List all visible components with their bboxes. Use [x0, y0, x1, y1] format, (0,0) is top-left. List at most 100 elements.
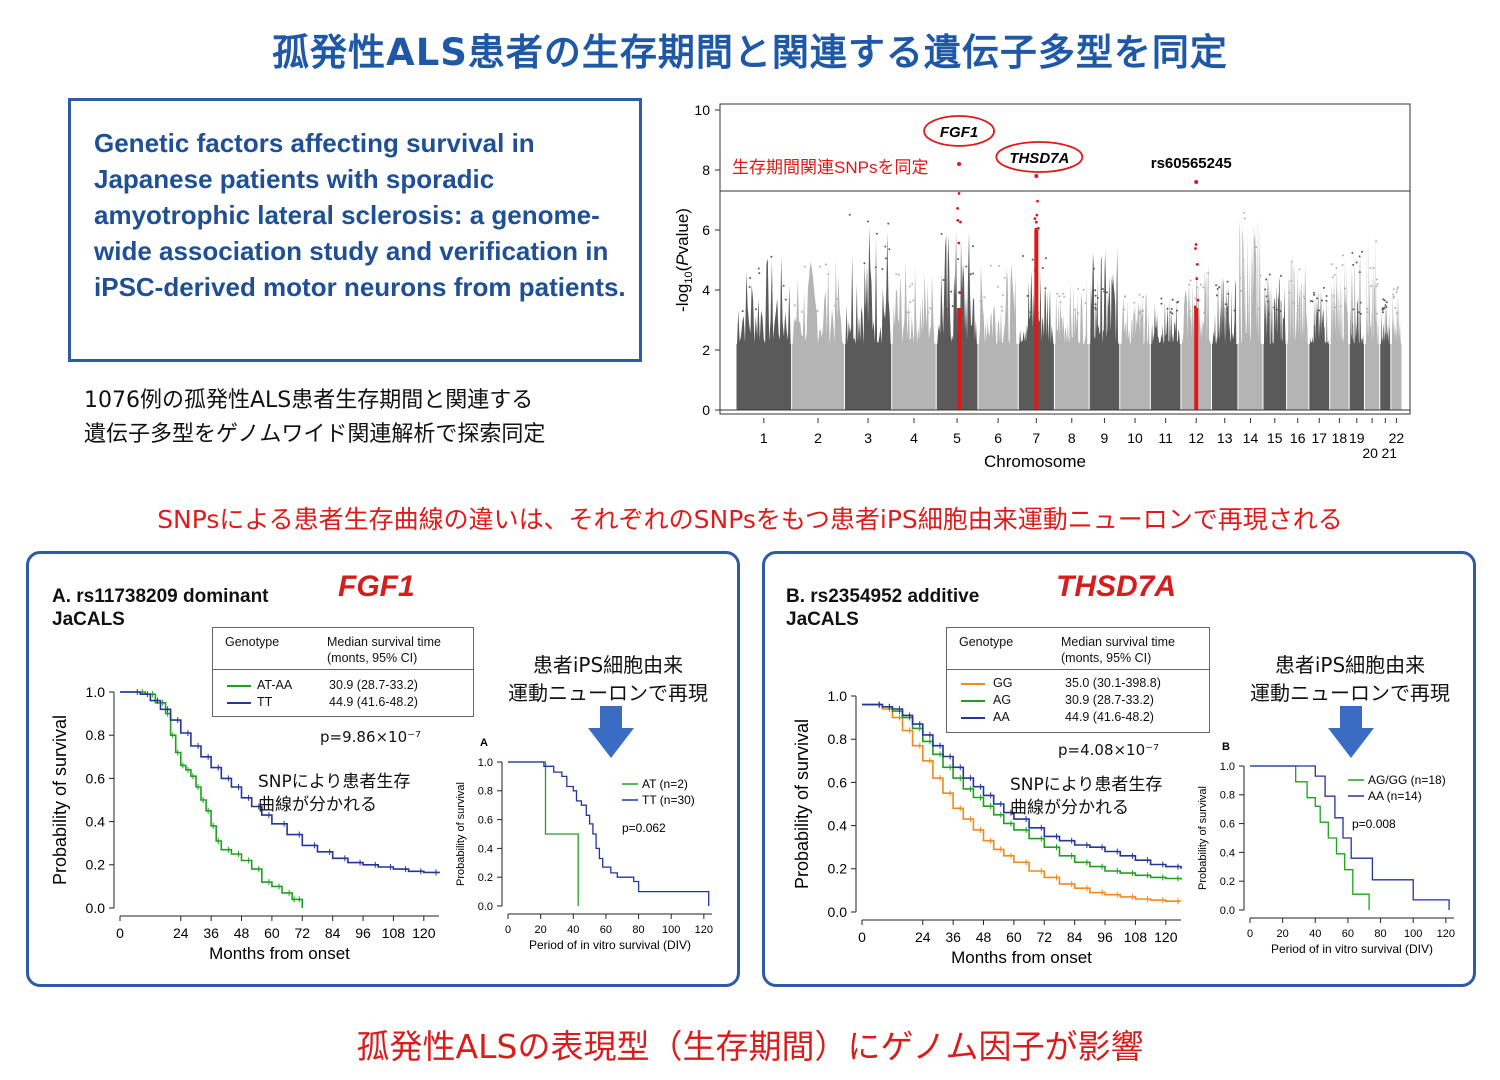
snp-point [1059, 301, 1062, 304]
snp-point [929, 307, 932, 310]
chromosome-band-9 [1089, 344, 1120, 410]
snp-point [1275, 308, 1278, 311]
snp-point [1029, 311, 1032, 314]
y-tick-label: 0.4 [828, 818, 848, 834]
x-tick-label: 24 [173, 925, 189, 941]
chromosome-signal-21 [1380, 299, 1390, 344]
snp-point [1207, 272, 1210, 275]
snp-point [755, 308, 758, 311]
snp-point [965, 265, 968, 268]
chromosome-band-2 [792, 344, 844, 410]
chromosome-signal-13 [1212, 276, 1237, 344]
table-header-unit: (monts, 95% CI) [327, 651, 418, 665]
x-tick-label: 60 [1342, 928, 1354, 940]
hit-point [1196, 298, 1200, 302]
chromosome-signal-18 [1330, 256, 1349, 344]
snp-point [1382, 307, 1385, 310]
snp-point [1369, 267, 1372, 270]
x-tick-label: 3 [864, 430, 872, 446]
snp-point [1171, 312, 1174, 315]
hit-point [956, 219, 960, 222]
snp-point [800, 310, 803, 313]
chromosome-band-1 [736, 344, 792, 410]
snp-point [1334, 306, 1337, 309]
inset-pvalue: p=0.062 [622, 821, 666, 835]
snp-point [1266, 300, 1269, 303]
snp-point [951, 305, 954, 308]
snp-point [1298, 308, 1301, 311]
x-tick-label: 40 [567, 924, 579, 936]
snp-point [1077, 288, 1080, 291]
hit-point [1036, 199, 1039, 203]
snp-point [979, 300, 982, 303]
snp-point [1375, 240, 1378, 243]
rs60565245-label: rs60565245 [1151, 155, 1232, 172]
inset-label: A [480, 737, 488, 749]
pvalue-a: p=9.86×10⁻⁷ [320, 728, 422, 746]
snp-point [1202, 286, 1205, 289]
plot-frame [719, 103, 1411, 415]
x-tick-label: 9 [1101, 430, 1109, 446]
snp-point [1063, 295, 1066, 298]
table-header-genotype: Genotype [225, 635, 280, 649]
panel-a-title: A. rs11738209 dominant [52, 586, 269, 607]
snp-point [1359, 301, 1362, 304]
snp-point [1252, 291, 1255, 294]
survival-curve-ttn30 [508, 761, 710, 906]
snp-point [1196, 286, 1199, 289]
km-chart-a: 0.0 0.2 0.4 0.6 0.8 1.0 0 24 36 48 60 72 84 96 108 120 M… [50, 684, 440, 963]
x-tick-label: 96 [355, 925, 371, 941]
annotation-b-1: SNPにより患者生存 [1010, 775, 1163, 795]
x-tick-label: 20 [535, 924, 547, 936]
table-divider [213, 669, 473, 670]
y-tick-label: 0.4 [478, 843, 493, 855]
chromosome-signal-15 [1264, 273, 1286, 344]
snp-point [1003, 276, 1006, 279]
chromosome-signal-12 [1181, 263, 1211, 344]
legend-aa: AA [993, 710, 1010, 724]
panel-a-gene: FGF1 [338, 570, 415, 603]
snp-point [1140, 309, 1143, 312]
y-tick-label: 0.6 [1220, 818, 1235, 830]
chromosome-signal-9 [1090, 249, 1119, 344]
snp-point [1290, 280, 1293, 283]
snp-point [927, 311, 930, 314]
snp-point [1316, 297, 1319, 300]
snp-point [848, 213, 851, 216]
snp-point [1239, 277, 1242, 280]
snp-point [1313, 293, 1316, 296]
snp-point [912, 299, 915, 302]
snp-point [1084, 302, 1087, 305]
hit-point [1195, 263, 1199, 266]
chromosome-band-10 [1120, 344, 1150, 410]
chromosome-band-16 [1287, 344, 1309, 410]
down-arrow-icon [588, 706, 634, 758]
chromosome-signal-22 [1391, 287, 1401, 344]
snp-point [1392, 293, 1395, 296]
hit-point [1195, 277, 1199, 281]
y-tick-label: 10 [694, 102, 710, 118]
snp-point [1268, 273, 1271, 276]
snp-point [1351, 251, 1354, 254]
snp-point [1321, 299, 1324, 302]
snp-point [1394, 306, 1397, 309]
snp-point [748, 285, 751, 288]
y-axis-label: Probability of survival [1197, 786, 1209, 890]
snp-point [1094, 308, 1097, 311]
x-tick-label: 18 [1332, 430, 1348, 446]
table-header-genotype: Genotype [959, 635, 1014, 649]
snp-point [1375, 278, 1378, 281]
snp-point [1311, 300, 1314, 303]
snp-point [908, 311, 911, 314]
snp-point [909, 285, 912, 288]
y-tick-label: 6 [702, 222, 710, 238]
snp-point [980, 299, 983, 302]
snp-point [1094, 303, 1097, 306]
y-tick-label: 0.2 [478, 872, 493, 884]
hit-point [1034, 227, 1038, 231]
snp-point [1253, 310, 1256, 313]
snp-point [1309, 300, 1312, 303]
survival-curve-atn2 [508, 761, 579, 906]
hit-point [1193, 305, 1197, 309]
x-tick-label: 84 [325, 925, 341, 941]
